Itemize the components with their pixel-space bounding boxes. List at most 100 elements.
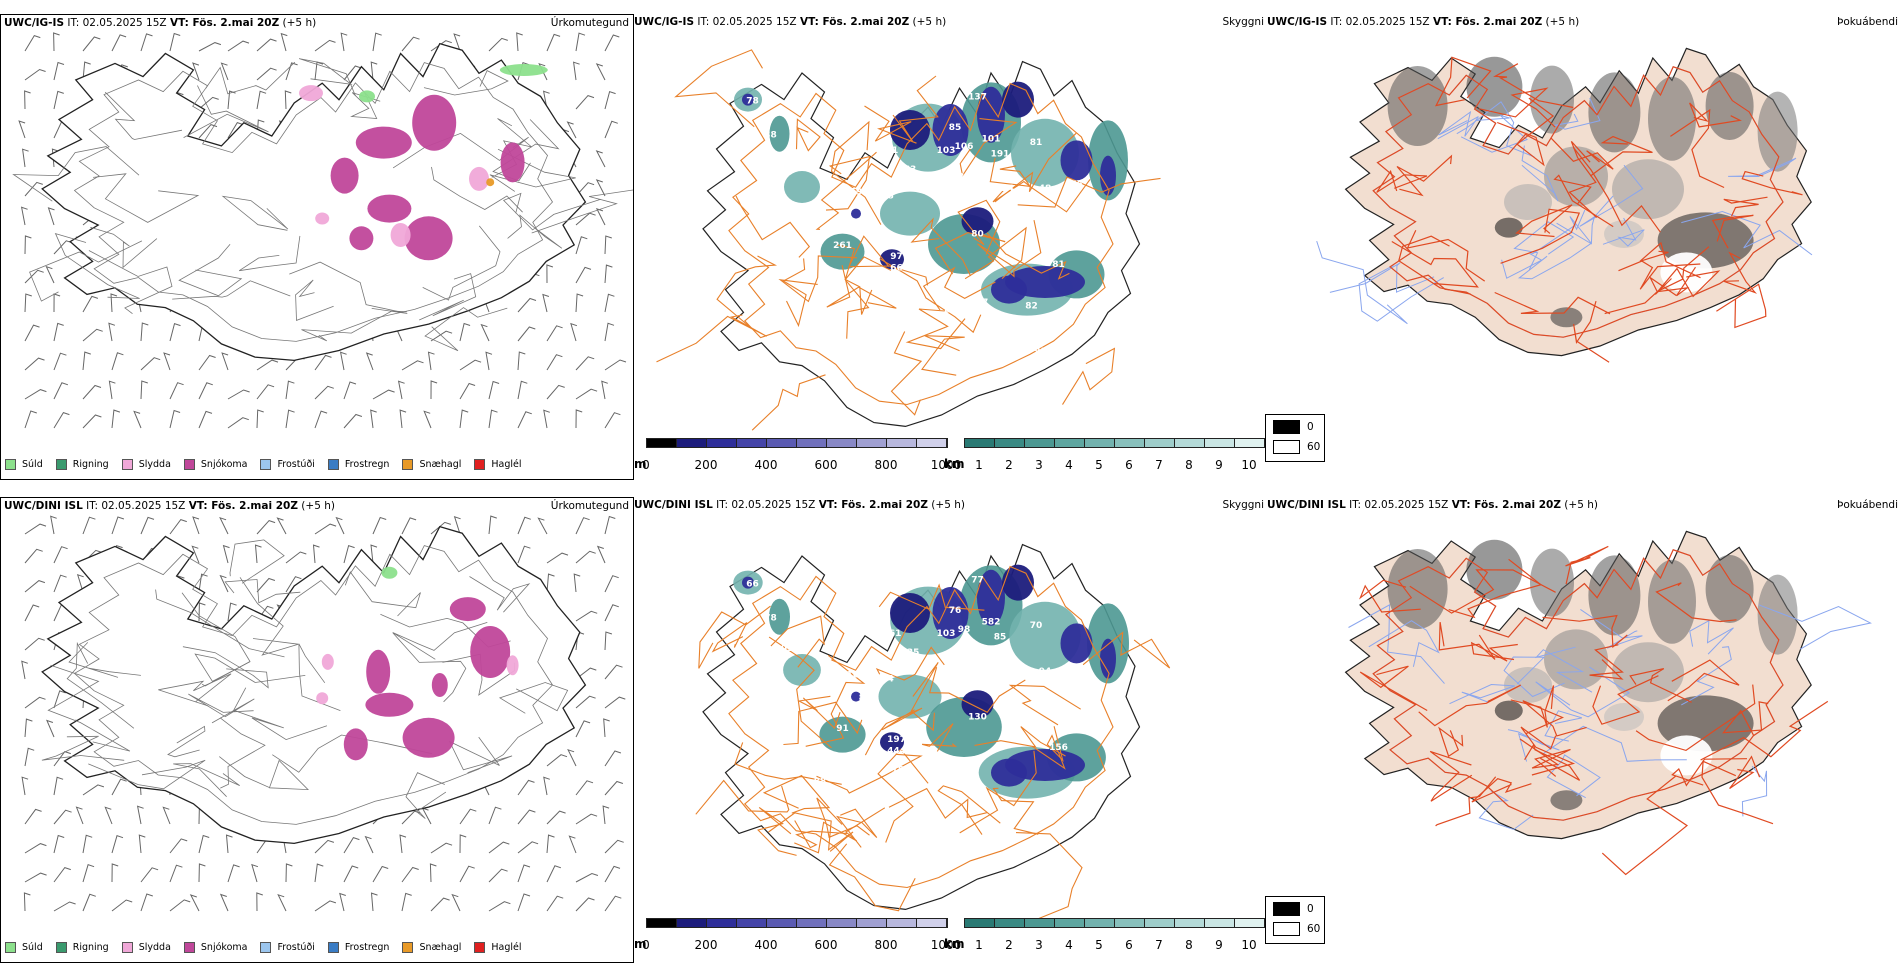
precip-type-panel-igis: UWC/IG-IS IT: 02.05.2025 15Z VT: Fös. 2.…	[0, 14, 634, 480]
legend-swatch	[260, 458, 272, 470]
colorbar-tick: 3	[1035, 458, 1043, 472]
legend-swatch	[121, 941, 133, 953]
cloud-visibility-panel-igis: UWC/IG-IS IT: 02.05.2025 15Z VT: Fös. 2.…	[634, 14, 1266, 480]
cloud-visibility-panel-dini: UWC/DINI ISL IT: 02.05.2025 15Z VT: Fös.…	[634, 497, 1266, 963]
iceland-map	[1316, 47, 1813, 363]
visibility-unit: km	[944, 457, 965, 471]
colorbar-box	[1115, 439, 1145, 447]
valid-time: VT: Fös. 2.mai 20Z	[818, 499, 928, 511]
colorbar-box	[647, 919, 677, 927]
cloud-base-label: 96	[877, 792, 890, 802]
cloud-base-label: 78	[746, 96, 759, 106]
legend-swatch	[402, 941, 414, 953]
colorbar-box	[1115, 919, 1145, 927]
cloud-base-label: 66	[890, 264, 903, 274]
legend-label: Frostúði	[277, 458, 315, 470]
fog-legend: 0 60	[1265, 414, 1325, 462]
cloud-base-label: 110	[811, 294, 830, 304]
cloud-base-unit: m	[634, 937, 647, 951]
visibility-areas	[733, 564, 1129, 799]
init-time: IT: 02.05.2025 15Z	[86, 500, 186, 512]
valid-time: VT: Fös. 2.mai 20Z	[169, 17, 280, 29]
legend-label: Frostregn	[344, 941, 390, 953]
colorbar-tick: 9	[1215, 938, 1223, 952]
visibility-colorbar: km 1 2 3 4 5 6 7 8 9 10	[944, 438, 1266, 472]
legend-swatch	[183, 458, 195, 470]
panel-title: Skyggni	[1222, 499, 1265, 511]
colorbar-box	[1145, 439, 1175, 447]
panel-title: Þokuábendi	[1837, 16, 1898, 28]
colorbar-box	[995, 919, 1025, 927]
model-name: UWC/IG-IS	[1267, 16, 1328, 28]
fog-legend-label: 60	[1307, 923, 1321, 935]
colorbar-tick: 800	[874, 458, 898, 472]
legend-item: Snæhagl	[402, 941, 462, 953]
fog-indicator-panel-dini: UWC/DINI ISL IT: 02.05.2025 15Z VT: Fös.…	[1266, 497, 1900, 963]
legend-label: Rigning	[72, 458, 109, 470]
colorbar-tick: 2	[1005, 938, 1013, 952]
colorbar-box	[1085, 439, 1115, 447]
cloud-base-label: 91	[1034, 347, 1047, 357]
cloud-base-label: 103	[937, 629, 956, 639]
cloud-base-label: 85	[994, 633, 1007, 643]
cloud-base-label: 76	[1070, 180, 1083, 190]
legend-label: Snjókoma	[200, 941, 248, 953]
init-time: IT: 02.05.2025 15Z	[697, 16, 797, 28]
fog-legend-swatch-dark	[1273, 420, 1300, 434]
legend-swatch	[327, 941, 339, 953]
colorbar-box	[737, 919, 767, 927]
legend-item: Frostúði	[260, 941, 315, 953]
iceland-map: 7838895974897121145261851106661638513710…	[656, 49, 1161, 431]
cloud-base-labels: 7838895974897121145261851106661638513710…	[746, 93, 1087, 358]
legend-item: Rigning	[55, 458, 109, 470]
colorbar-box	[1025, 439, 1055, 447]
cloud-base-label: 81	[1052, 260, 1065, 270]
cloud-base-label: 88	[814, 777, 827, 787]
colorbar-box	[965, 919, 995, 927]
cloud-base-label: 197	[887, 735, 906, 745]
cloud-base-label: 7	[862, 210, 868, 220]
cloud-base-label: 115	[901, 302, 920, 312]
legend-item: Slydda	[121, 458, 171, 470]
roads	[41, 539, 569, 825]
colorbar-tick: 1000	[930, 458, 962, 472]
legend-swatch	[183, 941, 195, 953]
cloud-base-label: 103	[1040, 210, 1059, 220]
lead-time: (+5 h)	[1545, 16, 1580, 28]
legend-label: Snæhagl	[419, 941, 462, 953]
colorbar-box	[647, 439, 677, 447]
legend-label: Slydda	[138, 941, 171, 953]
fog-legend: 0 60	[1265, 896, 1325, 944]
colorbar-tick: 800	[874, 938, 898, 952]
cloud-base-label: 80	[971, 229, 984, 239]
cloud-base-label: 103	[937, 146, 956, 156]
cloud-base-label: 135	[901, 648, 920, 658]
colorbar-tick: 200	[694, 938, 718, 952]
cloud-base-label: 74	[881, 674, 894, 684]
panel-header: UWC/IG-IS IT: 02.05.2025 15Z VT: Fös. 2.…	[4, 17, 316, 29]
colorbar-box	[1205, 919, 1235, 927]
colorbar-tick: 1000	[930, 938, 962, 952]
colorbar-tick: 4	[1065, 938, 1073, 952]
legend-label: Frostúði	[277, 941, 315, 953]
model-name: UWC/DINI ISL	[1267, 499, 1346, 511]
colorbar-box	[887, 439, 917, 447]
legend-swatch	[474, 941, 486, 953]
legend-item: Haglél	[474, 941, 522, 953]
cloud-base-label: 65	[1070, 663, 1083, 673]
roads	[12, 58, 633, 352]
visibility-colorbar-boxes	[964, 918, 1266, 928]
fog-legend-swatch-dark	[1273, 902, 1300, 916]
cloud-base-label: 170	[923, 267, 942, 277]
legend-swatch	[260, 941, 272, 953]
fog-legend-swatch-light	[1273, 922, 1300, 936]
legend-swatch	[5, 458, 16, 470]
panel-header: UWC/DINI ISL IT: 02.05.2025 15Z VT: Fös.…	[634, 499, 965, 511]
legend-label: Haglél	[491, 941, 522, 953]
visibility-areas	[734, 81, 1128, 316]
init-time: IT: 02.05.2025 15Z	[1349, 499, 1449, 511]
model-name: UWC/DINI ISL	[4, 500, 83, 512]
colorbar-tick: 10	[1241, 458, 1257, 472]
